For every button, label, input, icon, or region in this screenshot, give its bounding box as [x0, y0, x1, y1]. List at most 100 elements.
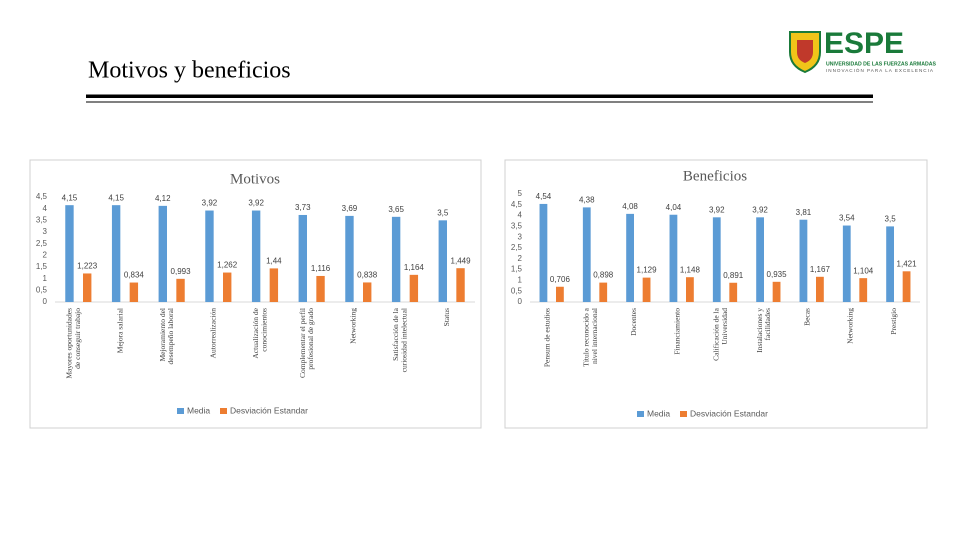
bar [902, 271, 911, 302]
bar [816, 276, 824, 302]
bar [626, 213, 634, 302]
bar [859, 278, 868, 302]
y-tick-label: 1,5 [36, 262, 48, 271]
bar [669, 214, 678, 302]
bar [599, 282, 608, 302]
bar [269, 268, 279, 302]
value-label: 3,69 [342, 204, 358, 213]
bar [756, 217, 764, 302]
value-label: 3,92 [752, 205, 768, 214]
y-tick-label: 2,5 [511, 243, 523, 252]
legend-swatch [177, 408, 184, 414]
y-tick-label: 3 [518, 232, 523, 241]
bar [556, 286, 564, 302]
y-tick-label: 0 [518, 297, 523, 306]
y-tick-label: 4,5 [511, 200, 523, 209]
y-tick-label: 0,5 [511, 286, 523, 295]
bar [712, 217, 721, 302]
bar [799, 219, 808, 302]
value-label: 1,116 [311, 264, 331, 273]
value-label: 0,935 [767, 270, 788, 279]
value-label: 1,129 [637, 266, 658, 275]
x-tick-label: Prestigio [889, 308, 898, 335]
x-tick-label: Mayores oportunidadesde conseguir trabaj… [64, 308, 81, 379]
y-tick-label: 1 [43, 274, 48, 283]
bar [111, 205, 121, 302]
value-label: 3,5 [437, 208, 449, 217]
value-label: 1,148 [680, 265, 701, 274]
logo-line: UNIVERSIDAD DE LAS FUERZAS ARMADAS [826, 61, 936, 67]
y-tick-label: 2,5 [36, 239, 48, 248]
legend-label: Desviación Estandar [690, 408, 768, 418]
x-tick-label: Autorrealización [208, 308, 217, 359]
value-label: 0,993 [171, 267, 192, 276]
legend-label: Media [187, 405, 210, 415]
title-rule-thin [86, 101, 873, 103]
x-tick-label: Networking [845, 308, 854, 344]
value-label: 1,421 [897, 259, 918, 268]
chart-title: Beneficios [683, 168, 747, 184]
bar [842, 225, 851, 302]
value-label: 1,167 [810, 265, 831, 274]
bar [345, 215, 354, 302]
value-label: 1,223 [77, 262, 98, 271]
logo-name: ESPE [824, 27, 904, 60]
legend-swatch [637, 411, 644, 417]
value-label: 3,73 [295, 203, 311, 212]
y-tick-label: 0 [43, 297, 48, 306]
value-label: 4,15 [108, 193, 124, 202]
value-label: 3,5 [885, 215, 897, 224]
bar [316, 275, 325, 302]
y-tick-label: 3,5 [36, 215, 48, 224]
value-label: 4,15 [62, 193, 78, 202]
bar [686, 277, 694, 302]
x-tick-label: Mejoramiento deldesempeño laboral [158, 308, 175, 364]
legend-label: Media [647, 408, 670, 418]
logo-line: INNOVACIÓN PARA LA EXCELENCIA [826, 67, 934, 73]
y-tick-label: 2 [518, 254, 523, 263]
value-label: 3,54 [839, 214, 855, 223]
y-tick-label: 3,5 [511, 222, 523, 231]
bar [223, 272, 232, 302]
y-tick-label: 4,5 [36, 192, 48, 201]
bar [729, 282, 738, 302]
value-label: 0,898 [593, 271, 614, 280]
value-label: 4,38 [579, 196, 595, 205]
bar [83, 273, 92, 302]
title-rule [86, 94, 873, 98]
bar [205, 210, 214, 302]
value-label: 4,54 [536, 192, 552, 201]
value-label: 0,706 [550, 275, 571, 284]
x-tick-label: Networking [348, 308, 357, 344]
legend-swatch [220, 408, 227, 414]
bar [251, 210, 261, 302]
x-tick-label: Docentes [629, 308, 638, 336]
value-label: 0,838 [357, 271, 378, 280]
value-label: 1,262 [217, 261, 238, 270]
value-label: 4,08 [622, 202, 638, 211]
value-label: 3,92 [248, 199, 264, 208]
logo-emblem [797, 40, 813, 63]
bar [772, 281, 781, 302]
logo: ESPE UNIVERSIDAD DE LAS FUERZAS ARMADAS … [789, 27, 936, 73]
y-tick-label: 0,5 [36, 285, 48, 294]
x-tick-label: Complementar el perfilprofesional de gra… [298, 308, 315, 378]
y-tick-label: 4 [518, 211, 523, 220]
x-tick-label: Título reconocido anivel internacional [581, 307, 598, 366]
y-tick-label: 5 [518, 189, 523, 198]
y-tick-label: 3 [43, 227, 48, 236]
value-label: 1,104 [853, 266, 874, 275]
bar [363, 282, 372, 302]
x-tick-label: Pensum de estudios [542, 308, 551, 367]
x-tick-label: Instalaciones yfacilidades [755, 308, 772, 353]
bar [176, 278, 185, 302]
value-label: 3,92 [202, 199, 218, 208]
value-label: 1,164 [404, 263, 425, 272]
value-label: 0,834 [124, 271, 145, 280]
y-tick-label: 1 [518, 276, 523, 285]
legend-swatch [680, 411, 687, 417]
value-label: 0,891 [723, 271, 744, 280]
bar [456, 268, 465, 302]
value-label: 3,92 [709, 205, 725, 214]
